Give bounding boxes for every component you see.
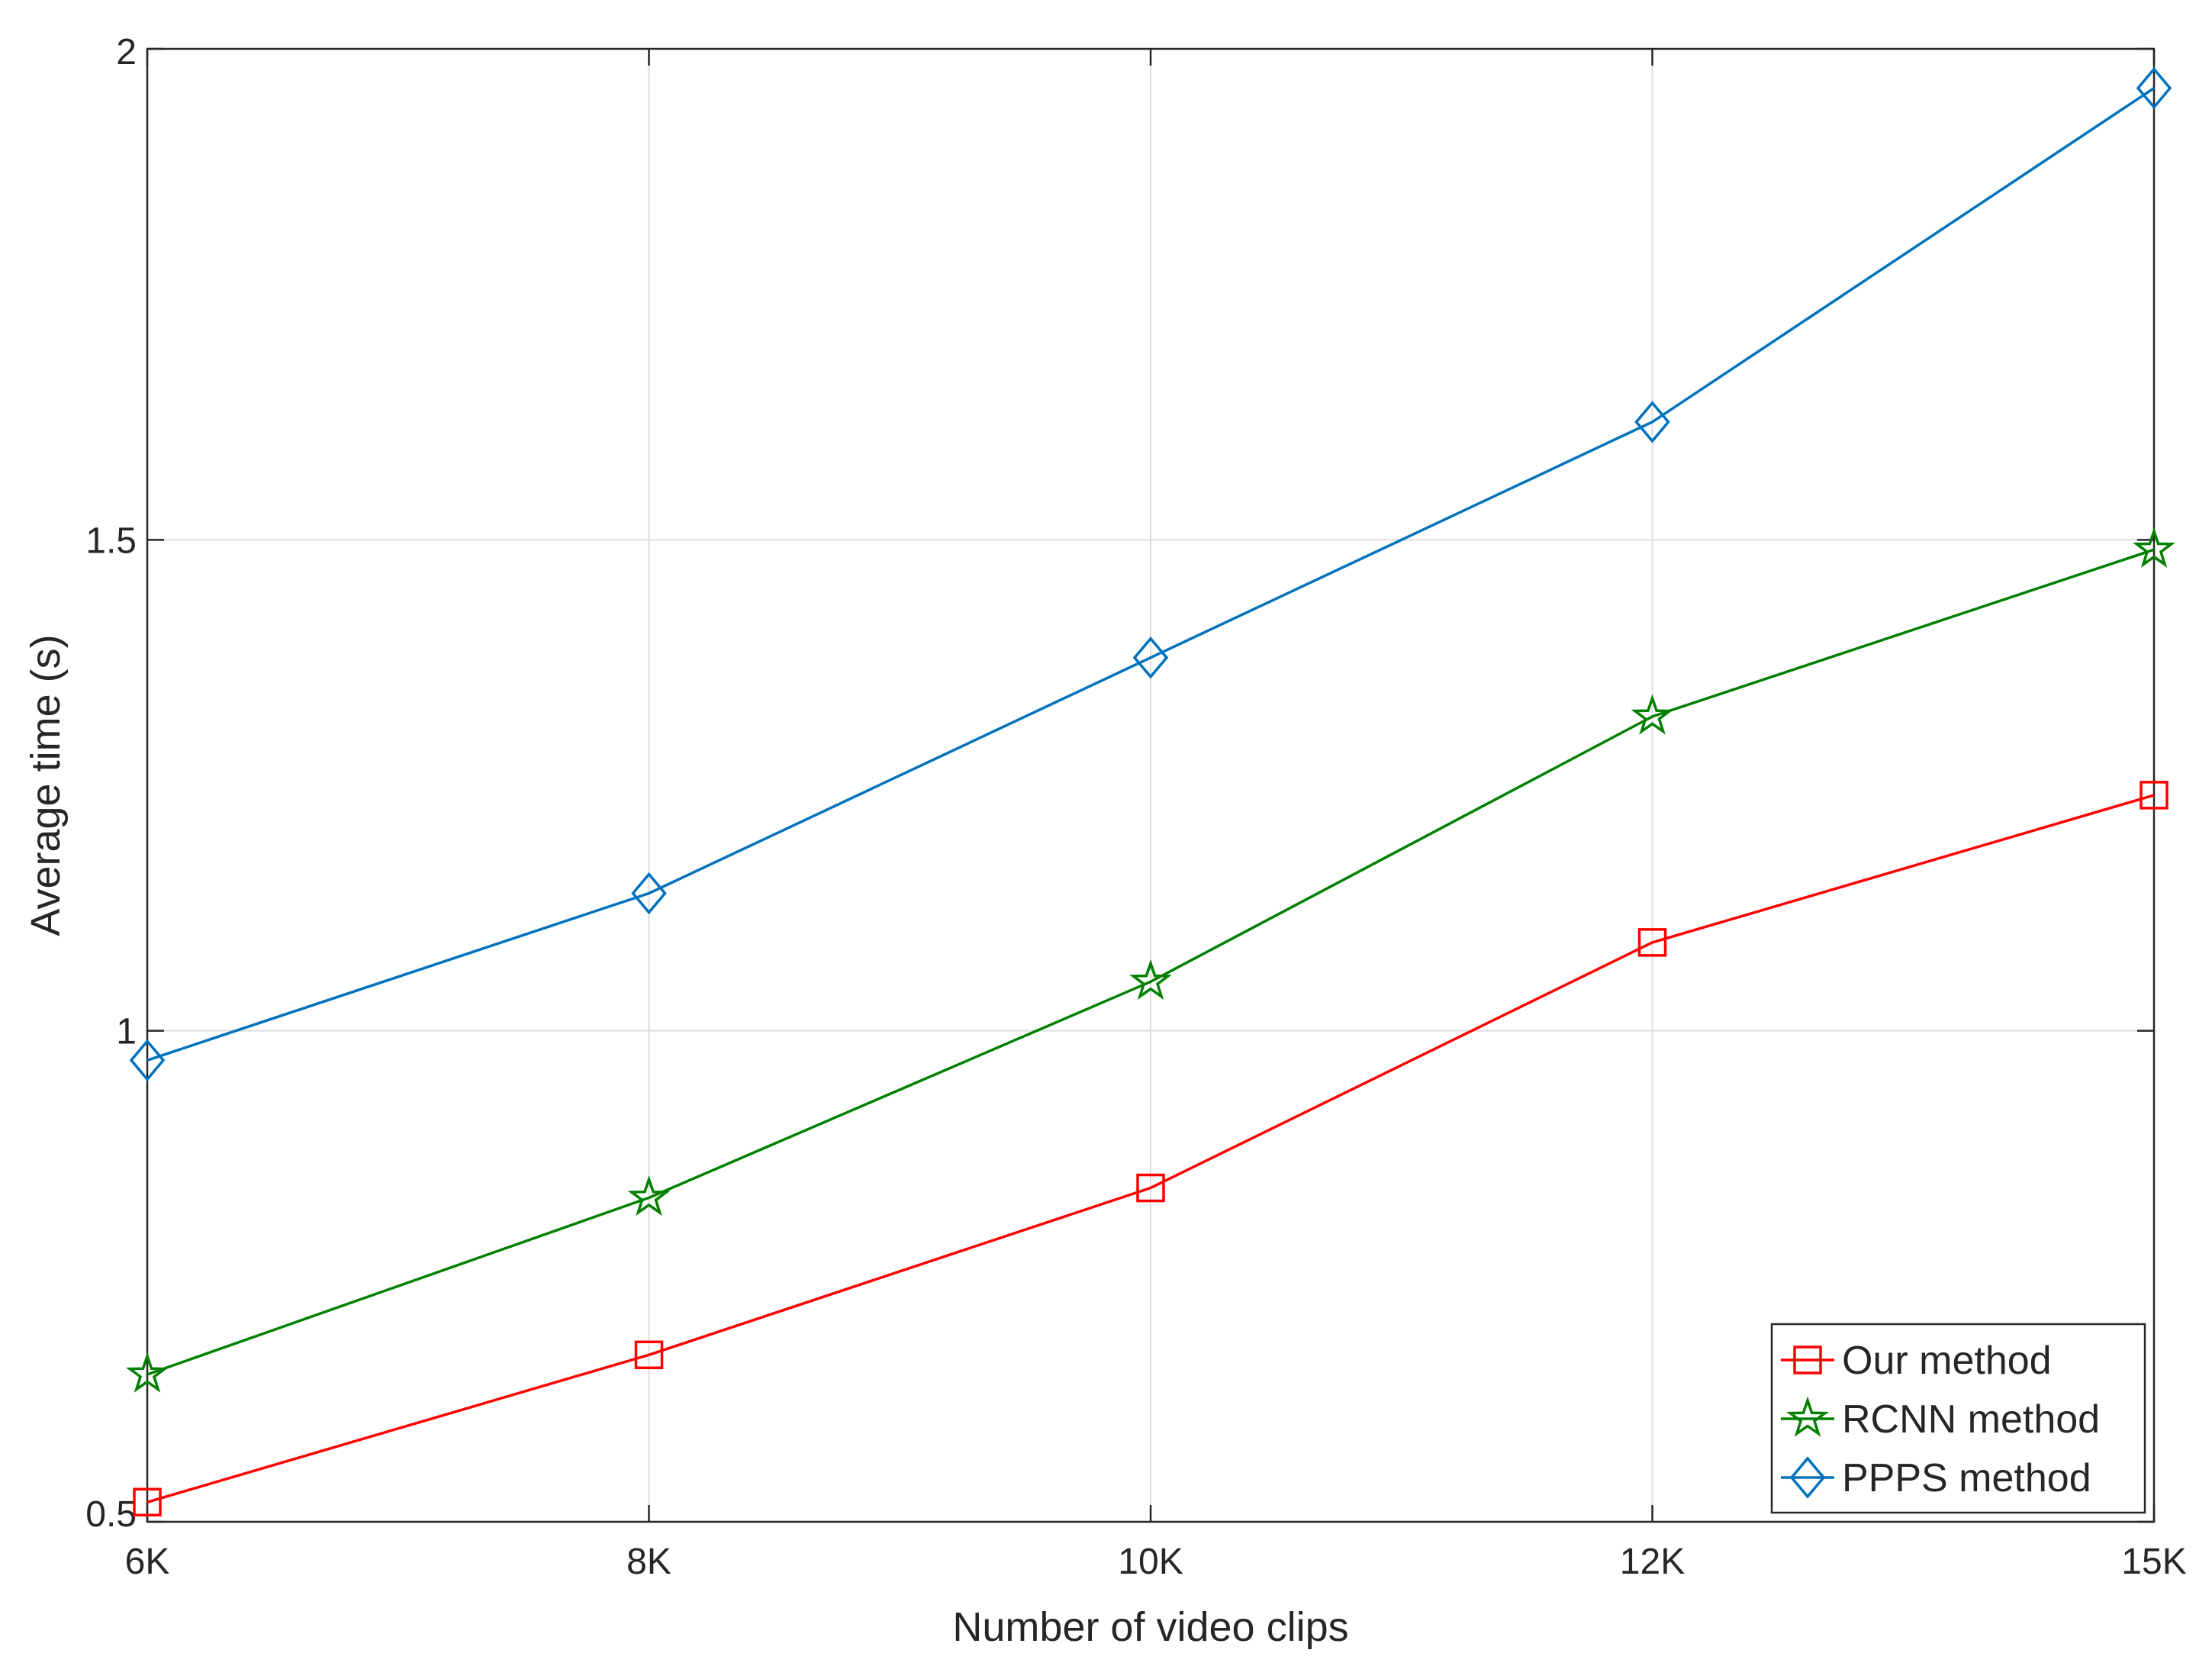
data-point-star <box>126 1352 169 1393</box>
y-axis-ticks: 0.5 1 1.5 2 <box>85 32 2154 1535</box>
series-ppps-method <box>129 66 2172 1081</box>
legend-marker-diamond <box>1789 1456 1826 1499</box>
x-tick-label: 12K <box>1620 1542 1685 1582</box>
y-tick-label: 1.5 <box>85 520 137 561</box>
data-point-diamond <box>129 1039 166 1081</box>
data-point-diamond <box>631 872 667 915</box>
data-point-diamond <box>1132 636 1169 679</box>
y-tick-label: 0.5 <box>85 1494 137 1535</box>
legend-item: RCNN method <box>1781 1396 2100 1442</box>
legend-label: RCNN method <box>1842 1397 2100 1442</box>
x-tick-label: 10K <box>1118 1542 1183 1582</box>
data-point-star <box>1129 959 1172 1001</box>
legend: Our method RCNN method PPPS method <box>1770 1323 2146 1514</box>
x-tick-label: 15K <box>2121 1542 2186 1582</box>
data-point-diamond <box>1634 401 1670 443</box>
x-tick-label: 6K <box>125 1542 170 1582</box>
series-our-method <box>133 781 2169 1517</box>
data-point-star <box>2133 527 2175 568</box>
data-point-square <box>1136 1173 1165 1203</box>
series-rcnn-method <box>126 527 2175 1393</box>
data-point-star <box>627 1175 671 1217</box>
data-point-square <box>1637 928 1667 957</box>
legend-item: PPPS method <box>1781 1456 2091 1500</box>
data-point-diamond <box>2136 66 2172 110</box>
y-tick-label: 2 <box>116 32 137 73</box>
series-line <box>147 87 2155 1062</box>
series-line <box>147 794 2155 1503</box>
series-line <box>147 548 2155 1376</box>
y-tick-label: 1 <box>116 1012 137 1052</box>
series-layer <box>126 66 2175 1517</box>
grid-lines <box>147 49 2154 1522</box>
legend-marker-square <box>1793 1345 1822 1374</box>
data-point-square <box>634 1340 664 1370</box>
legend-marker-star <box>1786 1396 1829 1437</box>
data-point-square <box>2140 781 2169 810</box>
x-axis-ticks: 6K 8K 10K 12K 15K <box>125 49 2187 1582</box>
legend-label: PPPS method <box>1842 1456 2091 1500</box>
x-axis-label: Number of video clips <box>952 1604 1348 1650</box>
data-point-square <box>133 1487 162 1517</box>
x-tick-label: 8K <box>626 1542 671 1582</box>
y-axis-label: Average time (s) <box>23 634 69 936</box>
legend-item: Our method <box>1781 1339 2052 1383</box>
data-point-star <box>1631 694 1674 735</box>
legend-label: Our method <box>1842 1339 2052 1383</box>
